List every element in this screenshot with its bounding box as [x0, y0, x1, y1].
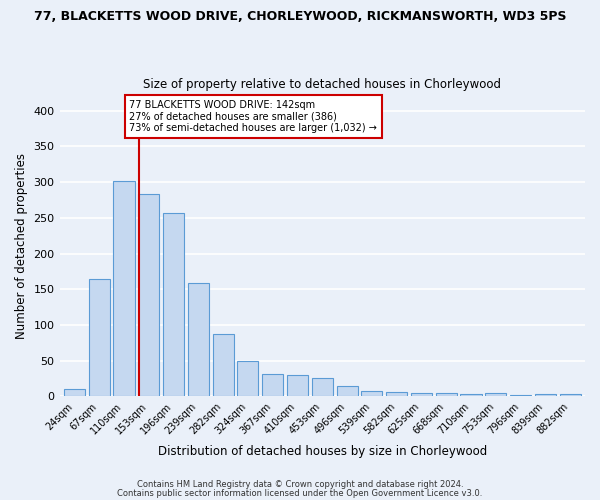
Text: 77, BLACKETTS WOOD DRIVE, CHORLEYWOOD, RICKMANSWORTH, WD3 5PS: 77, BLACKETTS WOOD DRIVE, CHORLEYWOOD, R…: [34, 10, 566, 23]
Bar: [113, 180, 134, 396]
Bar: [238, 360, 259, 396]
X-axis label: Distribution of detached houses by size in Chorleywood: Distribution of detached houses by size …: [158, 444, 487, 458]
Bar: [485, 393, 506, 396]
Text: Contains public sector information licensed under the Open Government Licence v3: Contains public sector information licen…: [118, 490, 482, 498]
Y-axis label: Number of detached properties: Number of detached properties: [15, 154, 28, 340]
Bar: [163, 214, 184, 396]
Text: 77 BLACKETTS WOOD DRIVE: 142sqm
27% of detached houses are smaller (386)
73% of : 77 BLACKETTS WOOD DRIVE: 142sqm 27% of d…: [130, 100, 377, 133]
Bar: [560, 394, 581, 396]
Text: Contains HM Land Registry data © Crown copyright and database right 2024.: Contains HM Land Registry data © Crown c…: [137, 480, 463, 489]
Bar: [510, 395, 531, 396]
Bar: [138, 194, 160, 396]
Bar: [535, 394, 556, 396]
Bar: [64, 389, 85, 396]
Bar: [436, 393, 457, 396]
Bar: [361, 392, 382, 396]
Bar: [188, 283, 209, 397]
Title: Size of property relative to detached houses in Chorleywood: Size of property relative to detached ho…: [143, 78, 501, 91]
Bar: [460, 394, 482, 396]
Bar: [312, 378, 333, 396]
Bar: [89, 278, 110, 396]
Bar: [287, 375, 308, 396]
Bar: [411, 393, 432, 396]
Bar: [337, 386, 358, 396]
Bar: [212, 334, 233, 396]
Bar: [262, 374, 283, 396]
Bar: [386, 392, 407, 396]
